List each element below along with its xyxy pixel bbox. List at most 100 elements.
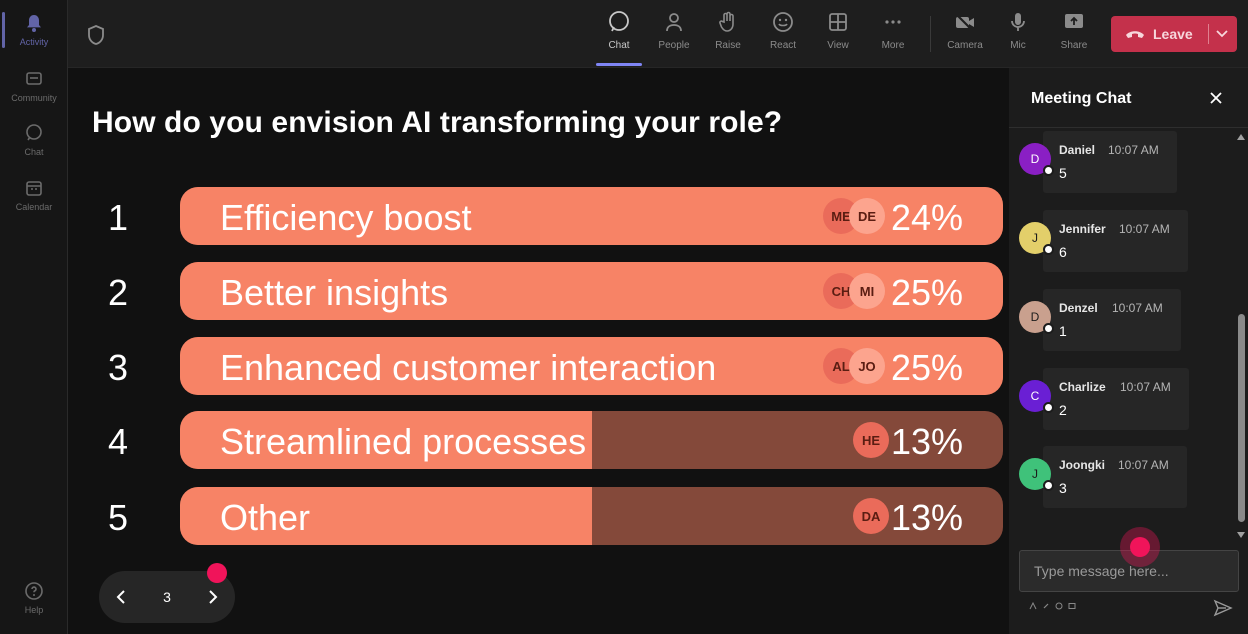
attach-icon[interactable] xyxy=(1042,602,1050,610)
cursor-indicator xyxy=(1130,537,1150,557)
chat-header: Meeting Chat xyxy=(1009,68,1248,128)
voter-avatars: CH MI xyxy=(823,273,885,309)
status-indicator xyxy=(1043,165,1054,176)
share-button[interactable]: Share xyxy=(1049,10,1099,60)
avatar-initial: D xyxy=(1030,152,1040,166)
avatar: C xyxy=(1019,380,1054,413)
option-number: 4 xyxy=(108,421,129,462)
meeting-toolbar: Chat People Raise React View More xyxy=(68,0,1248,68)
message-time: 10:07 AM xyxy=(1112,301,1163,315)
rail-item-help[interactable]: Help xyxy=(0,572,68,622)
more-icon xyxy=(881,10,905,34)
voter-avatars: HE xyxy=(853,422,889,458)
option-label: Other xyxy=(220,497,311,538)
rail-item-calendar[interactable]: Calendar xyxy=(0,169,68,219)
smiley-icon xyxy=(771,10,795,34)
avatar-initial: J xyxy=(1032,467,1038,481)
message-author: Jennifer xyxy=(1059,222,1106,236)
avatar: DE xyxy=(849,198,885,234)
close-icon[interactable] xyxy=(1208,90,1224,106)
react-button[interactable]: React xyxy=(758,10,808,60)
message-author: Daniel xyxy=(1059,143,1096,157)
meeting-chat-panel: Meeting Chat Daniel 10:07 AM 5 D Jennife… xyxy=(1009,68,1248,634)
mic-button[interactable]: Mic xyxy=(993,10,1043,60)
chat-title: Meeting Chat xyxy=(1031,90,1132,107)
status-indicator xyxy=(1043,244,1054,255)
react-button-label: React xyxy=(769,40,797,51)
message-text: 5 xyxy=(1059,165,1067,181)
message-time: 10:07 AM xyxy=(1108,143,1159,157)
avatar: JO xyxy=(849,348,885,384)
message-author: Joongki xyxy=(1059,458,1106,472)
poll-stage: How do you envision AI transforming your… xyxy=(68,68,1009,634)
chevron-left-icon xyxy=(116,590,125,604)
gif-icon[interactable] xyxy=(1068,602,1076,610)
previous-button[interactable] xyxy=(99,571,145,623)
option-number: 1 xyxy=(108,197,129,238)
message-input[interactable] xyxy=(1019,550,1239,592)
option-bar: Other DA 13% xyxy=(180,487,1003,545)
message-text: 1 xyxy=(1059,323,1067,339)
camera-button[interactable]: Camera xyxy=(940,10,990,60)
message-text: 2 xyxy=(1059,402,1067,418)
format-icon[interactable] xyxy=(1029,602,1037,610)
emoji-icon[interactable] xyxy=(1055,602,1063,610)
option-bar-fill xyxy=(180,487,592,545)
scroll-up-arrow[interactable] xyxy=(1237,134,1245,140)
compose-tools xyxy=(1029,602,1076,610)
option-label: Better insights xyxy=(220,272,449,313)
cursor-indicator xyxy=(207,563,227,583)
page-number: 3 xyxy=(163,589,171,605)
chat-scrollbar[interactable] xyxy=(1235,128,1248,544)
option-label: Efficiency boost xyxy=(220,197,472,238)
more-button[interactable]: More xyxy=(868,10,918,60)
rail-label-chat: Chat xyxy=(24,147,44,157)
microphone-icon xyxy=(1006,10,1030,34)
status-indicator xyxy=(1043,402,1054,413)
people-button[interactable]: People xyxy=(649,10,699,60)
poll-option-row[interactable]: 2 Better insights CH MI 25% xyxy=(68,262,1009,320)
view-button[interactable]: View xyxy=(813,10,863,60)
message-time: 10:07 AM xyxy=(1120,380,1171,394)
poll-option-row[interactable]: 1 Efficiency boost ME DE 24% xyxy=(68,187,1009,245)
calendar-icon xyxy=(23,177,45,199)
chat-messages: Daniel 10:07 AM 5 D Jennifer 10:07 AM 6 … xyxy=(1009,128,1235,540)
chat-message: Jennifer 10:07 AM 6 xyxy=(1043,210,1188,272)
scroll-down-arrow[interactable] xyxy=(1237,532,1245,538)
option-number: 3 xyxy=(108,347,129,388)
voter-avatars: ME DE xyxy=(823,198,885,234)
raise-button-label: Raise xyxy=(715,40,741,51)
chevron-down-icon[interactable] xyxy=(1215,26,1229,43)
message-time: 10:07 AM xyxy=(1119,222,1170,236)
rail-item-activity[interactable]: Activity xyxy=(0,4,68,54)
grid-icon xyxy=(826,10,850,34)
next-button[interactable] xyxy=(189,571,235,623)
leave-button[interactable]: Leave xyxy=(1111,16,1237,52)
shield-icon xyxy=(86,24,106,46)
chat-icon xyxy=(607,10,631,34)
chat-message: Denzel 10:07 AM 1 xyxy=(1043,289,1181,351)
avatar: DA xyxy=(853,498,889,534)
people-icon xyxy=(662,10,686,34)
share-button-label: Share xyxy=(1060,40,1088,51)
option-percent: 13% xyxy=(890,497,963,538)
scrollbar-thumb[interactable] xyxy=(1238,314,1245,522)
status-indicator xyxy=(1043,323,1054,334)
send-icon[interactable] xyxy=(1213,598,1233,618)
status-indicator xyxy=(1043,480,1054,491)
avatar: J xyxy=(1019,458,1054,491)
option-bar: Better insights CH MI 25% xyxy=(180,262,1003,320)
poll-option-row[interactable]: 3 Enhanced customer interaction AL JO 25… xyxy=(68,337,1009,395)
message-time: 10:07 AM xyxy=(1118,458,1169,472)
voter-avatars: DA xyxy=(853,498,889,534)
view-button-label: View xyxy=(827,40,849,51)
rail-label-community: Community xyxy=(11,93,57,103)
raise-hand-button[interactable]: Raise xyxy=(703,10,753,60)
poll-option-row[interactable]: 4 Streamlined processes HE 13% xyxy=(68,411,1009,469)
poll-option-row[interactable]: 5 Other DA 13% xyxy=(68,487,1009,545)
rail-item-chat[interactable]: Chat xyxy=(0,114,68,164)
rail-item-community[interactable]: Community xyxy=(0,60,68,110)
avatar: D xyxy=(1019,301,1054,334)
chat-button[interactable]: Chat xyxy=(594,10,644,66)
camera-button-label: Camera xyxy=(947,40,983,51)
